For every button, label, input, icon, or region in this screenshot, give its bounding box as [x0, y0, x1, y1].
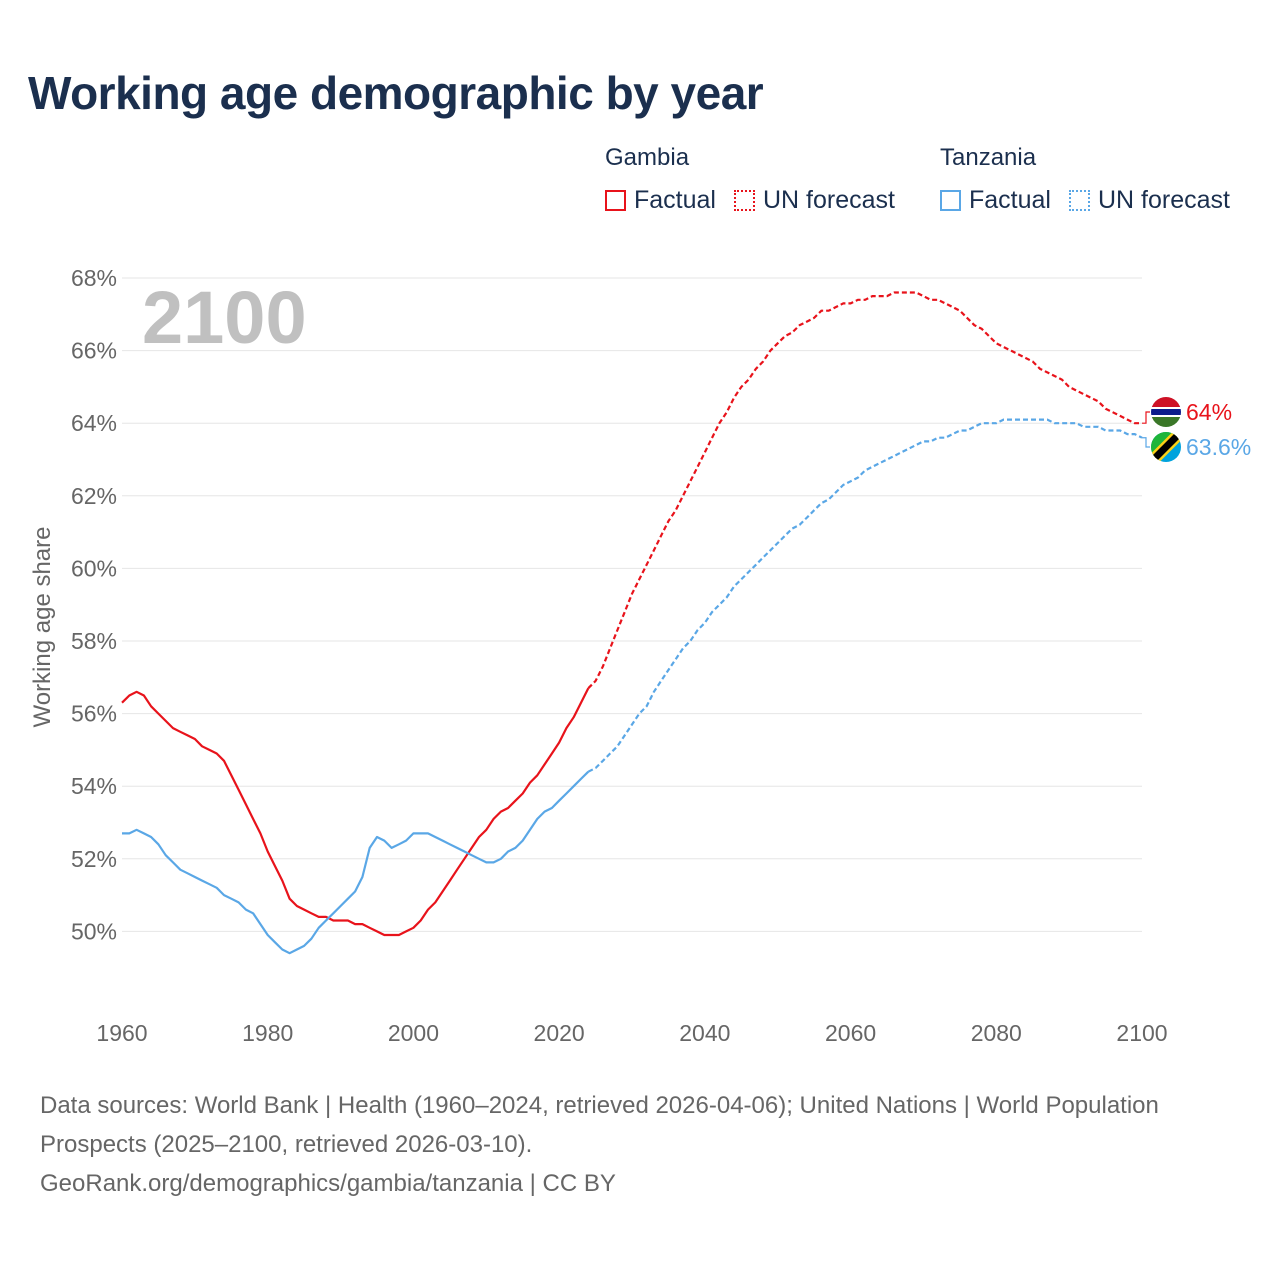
legend-group-tanzania: Tanzania Factual UN forecast — [940, 144, 1230, 215]
legend-item-tanzania-factual[interactable]: Factual — [940, 186, 1051, 215]
legend-group-name: Tanzania — [940, 144, 1037, 171]
y-tick-label: 68% — [71, 265, 117, 291]
y-tick-label: 66% — [71, 338, 117, 364]
y-axis-label: Working age share — [29, 527, 56, 728]
legend-label: UN forecast — [762, 186, 895, 214]
legend-label: Factual — [969, 186, 1051, 214]
x-tick-label: 1980 — [242, 1020, 293, 1046]
legend-item-tanzania-forecast[interactable]: UN forecast — [1068, 186, 1230, 215]
y-tick-label: 52% — [71, 846, 117, 872]
x-tick-label: 2080 — [971, 1020, 1022, 1046]
tanzania-factual-line — [122, 770, 590, 955]
year-watermark: 2100 — [142, 276, 307, 359]
x-tick-label: 2100 — [1116, 1020, 1167, 1046]
x-tick-label: 2040 — [679, 1020, 730, 1046]
x-tick-label: 2020 — [534, 1020, 585, 1046]
gambia-forecast-line — [587, 291, 1142, 689]
y-tick-label: 58% — [71, 628, 117, 654]
legend-item-gambia-forecast[interactable]: UN forecast — [733, 186, 895, 215]
tanzania-flag-icon — [1151, 432, 1181, 462]
x-tick-label: 1960 — [96, 1020, 147, 1046]
legend-swatch-dotted — [1068, 190, 1090, 211]
line-chart: 2100 50% 52% 54% 56% 58% 60% 62% 64% 66% 68% 1960 1… — [29, 265, 1251, 1046]
legend-group-name: Gambia — [605, 144, 690, 171]
y-tick-label: 64% — [71, 410, 117, 436]
x-tick-label: 2060 — [825, 1020, 876, 1046]
legend-swatch-solid — [940, 190, 961, 211]
tanzania-end-label: 63.6% — [1186, 434, 1251, 460]
footer: Data sources: World Bank | Health (1960–… — [40, 1086, 1180, 1203]
legend-item-gambia-factual[interactable]: Factual — [605, 186, 716, 215]
tanzania-forecast-line — [587, 418, 1143, 773]
legend-swatch-solid — [605, 190, 626, 211]
tanzania-end-connector — [1142, 437, 1150, 448]
legend-label: UN forecast — [1097, 186, 1230, 214]
gambia-factual-line — [121, 687, 590, 937]
legend-swatch-dotted — [733, 190, 755, 211]
y-tick-label: 54% — [71, 773, 117, 799]
chart-title: Working age demographic by year — [28, 67, 764, 119]
legend-label: Factual — [634, 186, 716, 214]
x-tick-label: 2000 — [388, 1020, 439, 1046]
data-sources: Data sources: World Bank | Health (1960–… — [40, 1092, 1159, 1158]
y-tick-label: 60% — [71, 555, 117, 581]
gambia-flag-icon — [1151, 397, 1181, 427]
y-tick-label: 62% — [71, 483, 117, 509]
gambia-end-label: 64% — [1186, 399, 1232, 425]
gambia-end-connector — [1142, 411, 1150, 424]
y-tick-label: 50% — [71, 918, 117, 944]
attribution: GeoRank.org/demographics/gambia/tanzania… — [40, 1170, 616, 1197]
y-tick-label: 56% — [71, 701, 117, 727]
legend-group-gambia: Gambia Factual UN forecast — [605, 144, 895, 215]
